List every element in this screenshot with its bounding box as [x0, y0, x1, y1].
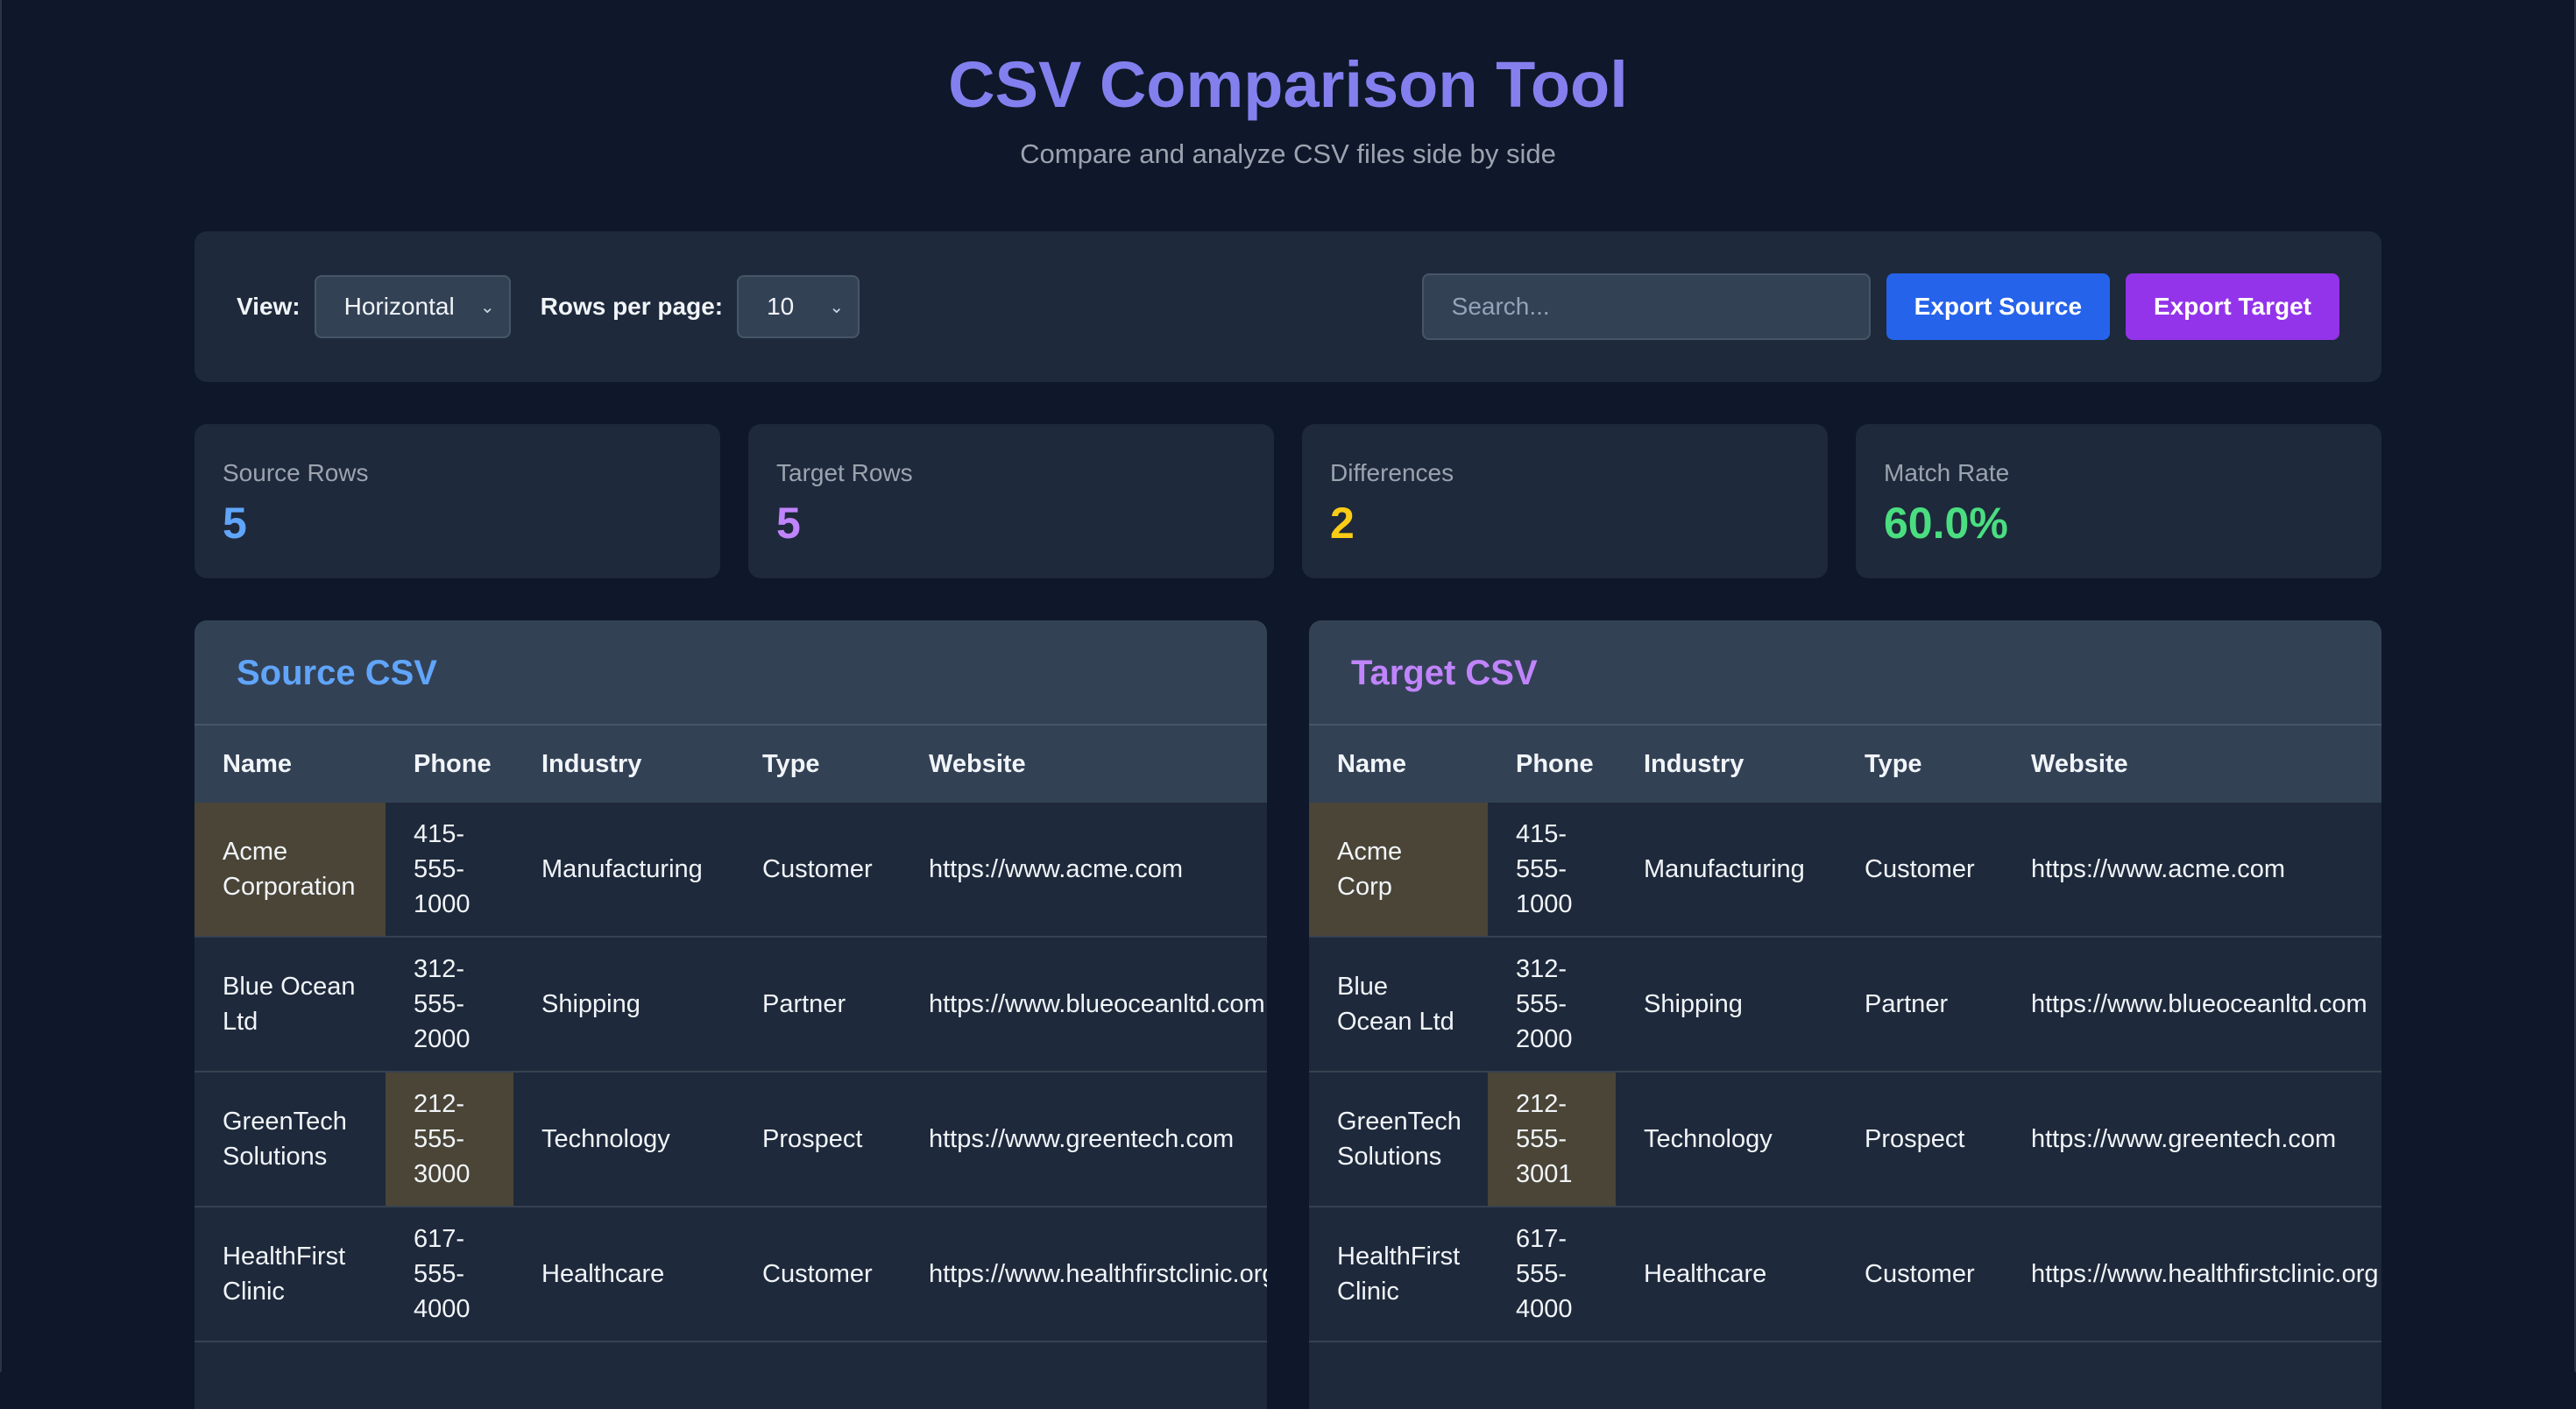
cell-name: GreenTech Solutions — [195, 1072, 386, 1207]
cell-industry: Shipping — [1616, 937, 1836, 1073]
cell-industry: Healthcare — [1616, 1207, 1836, 1342]
search-input[interactable] — [1421, 273, 1871, 340]
table-row: Blue Ocean Ltd 312- 555- 2000 Shipping Partne… — [1309, 937, 2381, 1073]
cell-phone: 617- 555- 4000 — [386, 1207, 513, 1342]
stat-card-target-rows: Target Rows 5 — [748, 424, 1274, 578]
cell-website: https://www.acme.com — [901, 803, 1267, 938]
cell-type: Prospect — [734, 1072, 901, 1207]
column-header-industry[interactable]: Industry — [1616, 726, 1836, 803]
stat-value: 2 — [1330, 499, 1355, 548]
page-subtitle: Compare and analyze CSV files side by si… — [1020, 138, 1556, 169]
column-header-website[interactable]: Website — [2003, 726, 2381, 803]
rows-per-page-label: Rows per page: — [540, 293, 724, 320]
rows-per-page-value: 10 — [767, 293, 795, 320]
cell-website: https://www.healthfirstclinic.org — [901, 1207, 1267, 1342]
source-csv-panel: Source CSV Name Phone Industry Type Website … — [195, 620, 1267, 1409]
cell-phone: 415- 555- 1000 — [386, 803, 513, 938]
stat-value: 5 — [776, 499, 801, 548]
cell-website: https://www.blueoceanltd.com — [901, 937, 1267, 1073]
cell-phone: 212- 555- 3000 — [386, 1072, 513, 1207]
cell-industry: Technology — [513, 1072, 734, 1207]
table-row: HealthFirst Clinic 617- 555- 4000 Healthcare… — [195, 1207, 1267, 1342]
stat-value: 60.0% — [1884, 499, 2008, 548]
stats-row: Source Rows 5 Target Rows 5 Differences … — [195, 424, 2381, 578]
cell-name: Blue Ocean Ltd — [1309, 937, 1488, 1073]
target-panel-header: Target CSV — [1309, 620, 2381, 726]
source-panel-header: Source CSV — [195, 620, 1267, 726]
view-select[interactable]: Horizontal ⌄ — [314, 275, 511, 338]
target-table-container[interactable]: Name Phone Industry Type Website Acme Corp 41… — [1309, 726, 2381, 1342]
cell-phone: 617- 555- 4000 — [1488, 1207, 1616, 1342]
column-header-type[interactable]: Type — [1836, 726, 2003, 803]
cell-phone: 312- 555- 2000 — [1488, 937, 1616, 1073]
rows-per-page-select[interactable]: 10 ⌄ — [737, 275, 860, 338]
stat-label: Differences — [1330, 459, 1454, 486]
cell-industry: Healthcare — [513, 1207, 734, 1342]
page-title: CSV Comparison Tool — [2, 0, 2574, 124]
target-table: Name Phone Industry Type Website Acme Corp 41… — [1309, 726, 2381, 1342]
stat-card-source-rows: Source Rows 5 — [195, 424, 720, 578]
cell-name: GreenTech Solutions — [1309, 1072, 1488, 1207]
cell-name: Acme Corp — [1309, 803, 1488, 938]
cell-website: https://www.greentech.com — [2003, 1072, 2381, 1207]
toolbar: View: Horizontal ⌄ Rows per page: 10 ⌄ E… — [195, 231, 2381, 382]
stat-label: Source Rows — [223, 459, 369, 486]
stat-card-match-rate: Match Rate 60.0% — [1856, 424, 2381, 578]
export-source-button[interactable]: Export Source — [1886, 273, 2111, 340]
column-header-type[interactable]: Type — [734, 726, 901, 803]
cell-type: Customer — [1836, 1207, 2003, 1342]
cell-industry: Shipping — [513, 937, 734, 1073]
table-row: Blue Ocean Ltd 312- 555- 2000 Shipping Partne… — [195, 937, 1267, 1073]
target-csv-panel: Target CSV Name Phone Industry Type Website … — [1309, 620, 2381, 1409]
cell-type: Customer — [734, 1207, 901, 1342]
cell-type: Partner — [734, 937, 901, 1073]
stat-label: Target Rows — [776, 459, 913, 486]
cell-industry: Manufacturing — [513, 803, 734, 938]
column-header-industry[interactable]: Industry — [513, 726, 734, 803]
cell-website: https://www.greentech.com — [901, 1072, 1267, 1207]
column-header-phone[interactable]: Phone — [1488, 726, 1616, 803]
source-table: Name Phone Industry Type Website Acme Corpor… — [195, 726, 1267, 1342]
cell-website: https://www.blueoceanltd.com — [2003, 937, 2381, 1073]
view-select-value: Horizontal — [343, 293, 455, 320]
table-row: Acme Corporation 415- 555- 1000 Manufacturin… — [195, 803, 1267, 938]
cell-website: https://www.acme.com — [2003, 803, 2381, 938]
column-header-name[interactable]: Name — [195, 726, 386, 803]
cell-name: HealthFirst Clinic — [1309, 1207, 1488, 1342]
table-header-row: Name Phone Industry Type Website — [195, 726, 1267, 803]
cell-phone: 415- 555- 1000 — [1488, 803, 1616, 938]
table-row: GreenTech Solutions 212- 555- 3001 Technolog… — [1309, 1072, 2381, 1207]
cell-type: Customer — [1836, 803, 2003, 938]
cell-type: Partner — [1836, 937, 2003, 1073]
cell-name: HealthFirst Clinic — [195, 1207, 386, 1342]
table-row: GreenTech Solutions 212- 555- 3000 Technolog… — [195, 1072, 1267, 1207]
cell-phone: 212- 555- 3001 — [1488, 1072, 1616, 1207]
table-row: HealthFirst Clinic 617- 555- 4000 Healthcare… — [1309, 1207, 2381, 1342]
view-label: View: — [237, 293, 301, 320]
source-table-container[interactable]: Name Phone Industry Type Website Acme Corpor… — [195, 726, 1267, 1342]
target-panel-title: Target CSV — [1351, 654, 1538, 692]
stat-value: 5 — [223, 499, 247, 548]
export-target-button[interactable]: Export Target — [2126, 273, 2339, 340]
source-panel-title: Source CSV — [237, 654, 437, 692]
table-header-row: Name Phone Industry Type Website — [1309, 726, 2381, 803]
column-header-website[interactable]: Website — [901, 726, 1267, 803]
column-header-phone[interactable]: Phone — [386, 726, 513, 803]
cell-industry: Manufacturing — [1616, 803, 1836, 938]
cell-website: https://www.healthfirstclinic.org — [2003, 1207, 2381, 1342]
stat-label: Match Rate — [1884, 459, 2010, 486]
cell-name: Acme Corporation — [195, 803, 386, 938]
stat-card-differences: Differences 2 — [1302, 424, 1828, 578]
cell-name: Blue Ocean Ltd — [195, 937, 386, 1073]
cell-phone: 312- 555- 2000 — [386, 937, 513, 1073]
cell-type: Prospect — [1836, 1072, 2003, 1207]
cell-type: Customer — [734, 803, 901, 938]
table-row: Acme Corp 415- 555- 1000 Manufacturing Custom… — [1309, 803, 2381, 938]
chevron-down-icon: ⌄ — [829, 297, 845, 317]
chevron-down-icon: ⌄ — [479, 297, 495, 317]
column-header-name[interactable]: Name — [1309, 726, 1488, 803]
cell-industry: Technology — [1616, 1072, 1836, 1207]
